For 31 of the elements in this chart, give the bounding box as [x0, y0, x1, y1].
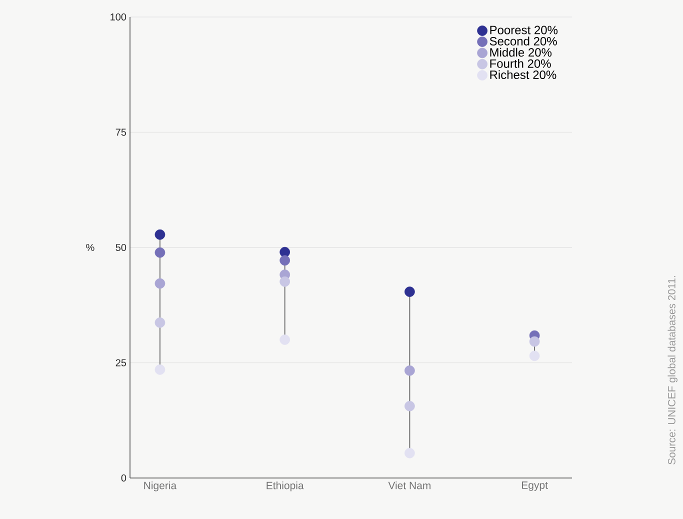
x-tick-label: Egypt	[522, 482, 548, 491]
point	[404, 365, 415, 376]
y-axis-title: %	[86, 244, 94, 251]
point	[154, 229, 166, 240]
point	[404, 448, 415, 458]
point	[280, 246, 290, 258]
point	[280, 255, 290, 266]
legend-label: Fourth 20%	[490, 59, 551, 68]
point	[404, 400, 415, 412]
x-tick-label: Ethiopia	[266, 482, 304, 492]
legend-label: Middle 20%	[490, 48, 552, 57]
y-tick-label: 0	[121, 474, 126, 482]
point	[280, 276, 290, 287]
point	[529, 350, 540, 362]
legend-label: Poorest 20%	[490, 26, 558, 34]
y-tick-label: 25	[116, 359, 126, 366]
legend-label: Richest 20%	[490, 70, 556, 80]
point	[154, 278, 166, 289]
source-note: Source: UNICEF global databases 2011.	[668, 276, 678, 464]
y-tick-label: 50	[116, 244, 126, 252]
point	[154, 364, 166, 375]
x-tick-label: Viet Nam	[388, 482, 430, 490]
point	[280, 334, 290, 345]
point	[154, 317, 166, 328]
point	[404, 286, 415, 297]
x-tick-label: Nigeria	[144, 482, 177, 492]
legend-label: Second 20%	[490, 36, 557, 46]
y-tick-label: 75	[116, 128, 126, 136]
point	[154, 247, 166, 258]
point	[529, 336, 540, 347]
y-tick-label: 100	[110, 13, 126, 21]
